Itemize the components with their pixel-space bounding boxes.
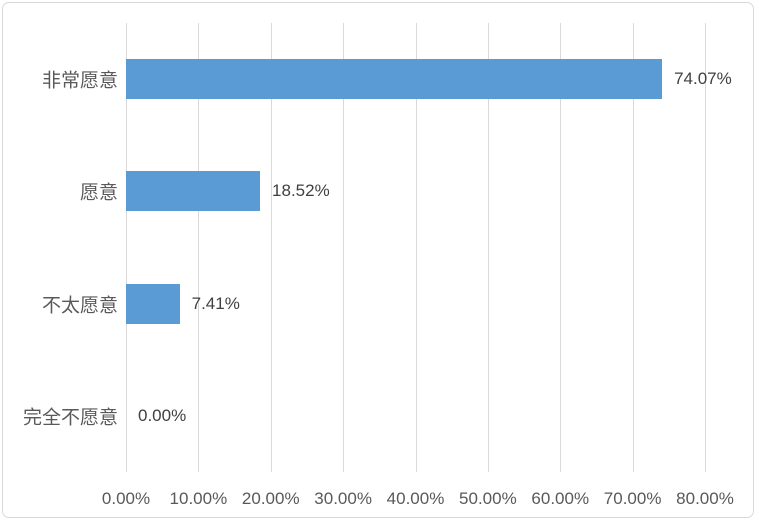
category-label: 非常愿意 — [41, 70, 118, 92]
x-tick-label: 70.00% — [603, 489, 662, 508]
x-tick-label: 50.00% — [459, 489, 517, 508]
gridline — [343, 23, 345, 472]
category-label: 不太愿意 — [41, 295, 118, 317]
bar — [126, 283, 180, 324]
bar — [126, 59, 663, 100]
category-label: 愿意 — [79, 182, 118, 204]
bar — [126, 171, 261, 212]
gridline — [270, 23, 272, 472]
x-tick-label: 60.00% — [531, 489, 590, 508]
gridline — [487, 23, 489, 472]
data-label: 74.07% — [674, 69, 732, 89]
x-tick-label: 30.00% — [314, 489, 372, 508]
x-tick-label: 40.00% — [386, 489, 445, 508]
gridline — [198, 23, 200, 472]
x-tick-label: 20.00% — [241, 489, 300, 508]
data-label: 18.52% — [272, 181, 330, 201]
x-tick-label: 0.00% — [101, 489, 151, 508]
category-label: 完全不愿意 — [22, 407, 118, 429]
gridline — [705, 23, 706, 472]
gridline — [126, 23, 127, 472]
gridline — [415, 23, 417, 472]
x-tick-label: 10.00% — [169, 489, 228, 508]
x-tick-label: 80.00% — [676, 489, 734, 508]
data-label: 7.41% — [191, 293, 240, 313]
data-label: 0.00% — [138, 405, 187, 425]
gridline — [632, 23, 634, 472]
gridline — [560, 23, 562, 472]
